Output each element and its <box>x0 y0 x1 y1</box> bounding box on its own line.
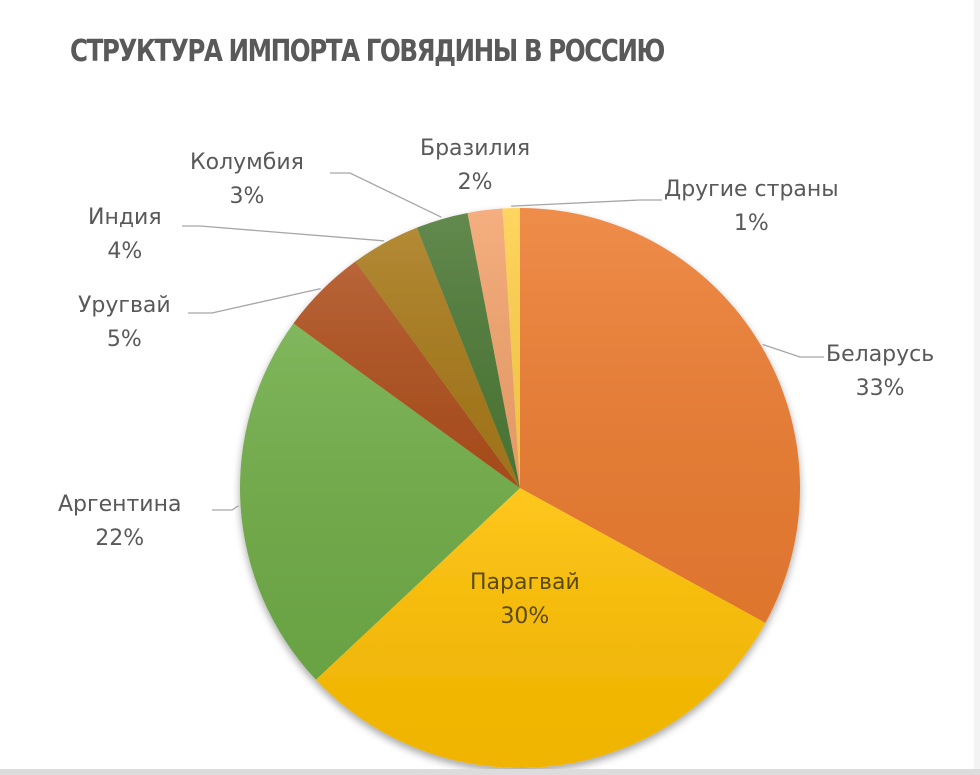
chart-title: СТРУКТУРА ИМПОРТА ГОВЯДИНЫ В РОССИЮ <box>70 34 665 69</box>
pie-slices <box>239 208 800 768</box>
label-argentina: Аргентина 22% <box>58 492 182 551</box>
label-belarus: Беларусь 33% <box>826 342 935 401</box>
leader-line <box>212 505 239 511</box>
frame-edge-bottom <box>0 769 980 775</box>
label-uruguay: Уругвай 5% <box>78 293 171 352</box>
frame-edge-right <box>974 0 980 775</box>
leader-lines <box>182 172 824 511</box>
label-india: Индия 4% <box>88 205 162 264</box>
leader-line <box>330 172 442 218</box>
leader-line <box>762 343 824 358</box>
leader-line <box>182 225 385 242</box>
leader-line <box>511 199 662 207</box>
label-colombia: Колумбия 3% <box>190 150 304 209</box>
label-paraguay: Парагвай 30% <box>470 570 580 629</box>
label-brazil: Бразилия 2% <box>420 136 531 195</box>
leader-line <box>188 287 321 314</box>
label-other-countries: Другие страны 1% <box>664 177 839 236</box>
